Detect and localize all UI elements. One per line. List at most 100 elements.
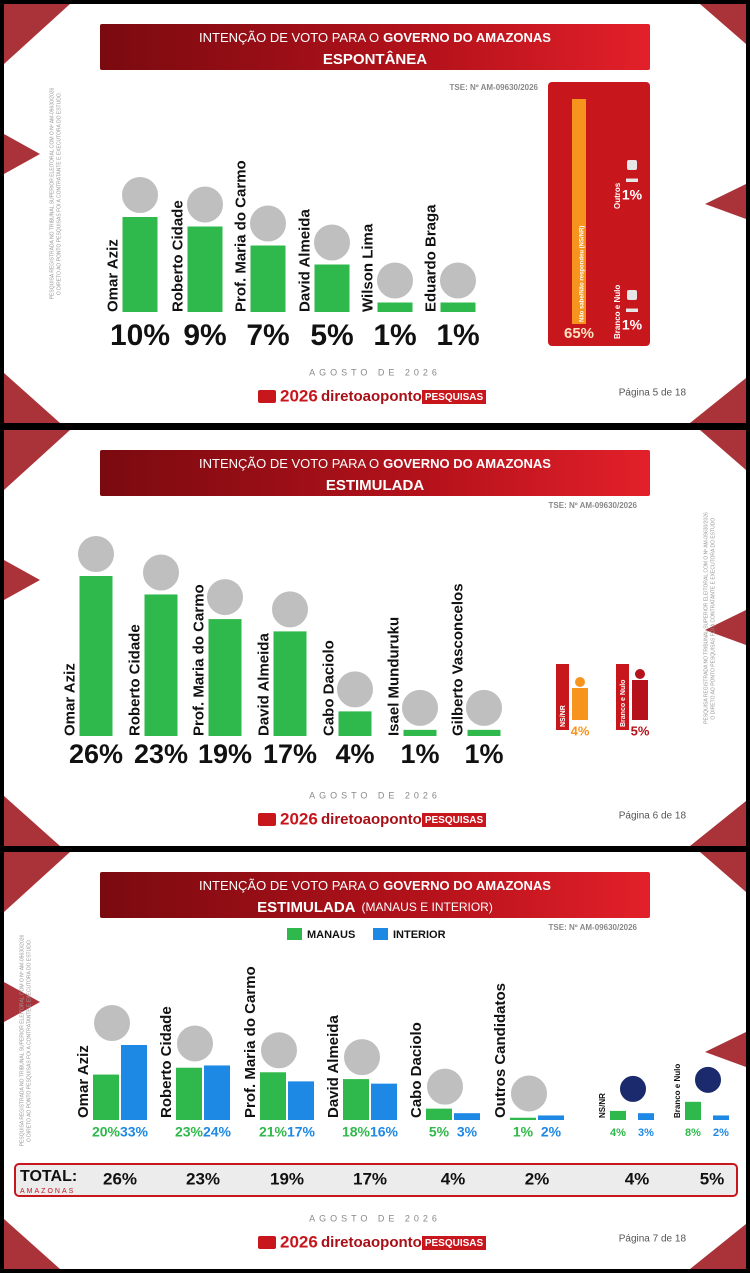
legal-note: O DIRETO AO PONTO PESQUISAS FOI A CONTRA…: [710, 516, 716, 719]
side-category: Branco e Nulo: [613, 285, 622, 339]
total-value: 4%: [441, 1169, 466, 1188]
candidate-photo: [464, 687, 504, 728]
candidate-photo: [312, 222, 352, 263]
title-part: INTENÇÃO DE VOTO PARA O: [199, 456, 379, 471]
side-tag: [556, 664, 569, 730]
bar: [288, 1081, 314, 1120]
candidate-photo: [693, 1064, 723, 1095]
decor-triangle: [4, 430, 70, 490]
side-icon: [627, 290, 637, 300]
category-label: David Almeida: [325, 1015, 342, 1118]
category-label: Omar Aziz: [75, 1045, 92, 1118]
candidate-photo: [120, 175, 160, 215]
category-label: NS/NR: [598, 1093, 607, 1118]
brand-tag: PESQUISAS: [425, 392, 484, 403]
subtitle: ESTIMULADA (MANAUS E INTERIOR): [257, 899, 493, 916]
candidate-photo: [175, 1023, 215, 1064]
decor-triangle: [700, 852, 746, 892]
decor-triangle: [4, 560, 40, 600]
title: INTENÇÃO DE VOTO PARA O GOVERNO DO AMAZON…: [199, 878, 551, 893]
bar: [314, 264, 350, 312]
value-label: 23%: [175, 1124, 204, 1140]
bar: [208, 619, 242, 736]
category-label: Prof. Maria do Carmo: [242, 966, 259, 1118]
side-bar: [626, 178, 638, 182]
side-category: Outros: [613, 182, 622, 209]
value-label: 5%: [429, 1124, 450, 1140]
bar: [454, 1113, 480, 1120]
candidate-photo: [400, 687, 440, 728]
date: AGOSTO DE 2026: [309, 367, 441, 377]
subtitle: ESPONTÂNEA: [323, 50, 427, 68]
value-label: 26%: [69, 739, 123, 769]
brand-tag: PESQUISAS: [425, 815, 484, 826]
brand-tag: PESQUISAS: [425, 1238, 484, 1249]
candidate-photo: [375, 260, 415, 301]
candidate-photo: [335, 669, 375, 710]
subtitle-part: ESPONTÂNEA: [323, 50, 427, 68]
bar: [440, 302, 476, 312]
brand-tag-bg: [422, 813, 486, 827]
decor-triangle: [4, 982, 40, 1022]
value-label: 16%: [370, 1124, 399, 1140]
value-label: 3%: [457, 1124, 478, 1140]
bar: [122, 217, 158, 312]
value-label: 1%: [513, 1124, 534, 1140]
bar: [204, 1065, 230, 1120]
value-label: 2%: [541, 1124, 562, 1140]
side-value: 1%: [622, 187, 643, 203]
decor-triangle: [4, 4, 70, 64]
value-label: 1%: [373, 319, 416, 352]
value-label: 20%: [92, 1124, 121, 1140]
category-label: Roberto Cidade: [169, 200, 186, 312]
banner: [100, 450, 650, 496]
decor-triangle: [690, 1224, 746, 1269]
slide-bg: [4, 430, 746, 846]
legal-note: PESQUISA REGISTRADA NO TRIBUNAL SUPERIOR…: [49, 87, 55, 299]
bar: [371, 1083, 397, 1120]
candidate-photo: [509, 1073, 549, 1114]
decor-triangle: [700, 4, 746, 44]
decor-triangle: [705, 610, 746, 645]
bar: [685, 1101, 701, 1120]
brand-name: diretoaoponto: [321, 811, 422, 828]
side-tag: [616, 664, 629, 730]
candidate-photo: [92, 1003, 132, 1043]
candidate-photo: [248, 203, 288, 244]
subtitle: ESTIMULADA: [326, 477, 424, 494]
value-label: 1%: [400, 739, 439, 769]
bar: [79, 576, 113, 736]
slide: INTENÇÃO DE VOTO PARA O GOVERNO DO AMAZON…: [4, 4, 746, 423]
side-value: 4%: [571, 723, 590, 738]
date: AGOSTO DE 2026: [309, 790, 441, 800]
value-label: 4%: [610, 1127, 626, 1139]
candidate-photo: [270, 589, 310, 630]
tse-note: TSE: Nº AM-09630/2026: [450, 83, 539, 92]
title-bold: GOVERNO DO AMAZONAS: [383, 456, 551, 471]
candidate-photo: [76, 534, 116, 574]
category-label: Omar Aziz: [104, 239, 121, 312]
category-label: Roberto Cidade: [158, 1006, 175, 1118]
logo-icon: [258, 390, 276, 403]
candidate-photo: [259, 1030, 299, 1071]
brand-year: 2026: [280, 386, 318, 405]
decor-triangle: [4, 134, 40, 174]
bar: [343, 1079, 369, 1120]
bar: [187, 226, 223, 312]
side-category: Branco e Nulo: [620, 680, 627, 727]
side-bar: [572, 688, 588, 720]
side-bar: [572, 99, 586, 324]
bar: [176, 1067, 202, 1120]
decor-triangle: [705, 1032, 746, 1067]
category-label: Branco e Nulo: [673, 1064, 682, 1118]
value-label: 23%: [134, 739, 188, 769]
side-panel: [548, 82, 650, 346]
legal-note: O DIRETO AO PONTO PESQUISAS FOI A CONTRA…: [56, 92, 62, 295]
category-label: Eduardo Braga: [422, 204, 439, 312]
decor-triangle: [4, 852, 70, 912]
side-icon: [627, 160, 637, 170]
total-value: 17%: [353, 1169, 387, 1188]
banner: [100, 24, 650, 70]
category-label: David Almeida: [255, 633, 272, 736]
total-value: 26%: [103, 1169, 137, 1188]
